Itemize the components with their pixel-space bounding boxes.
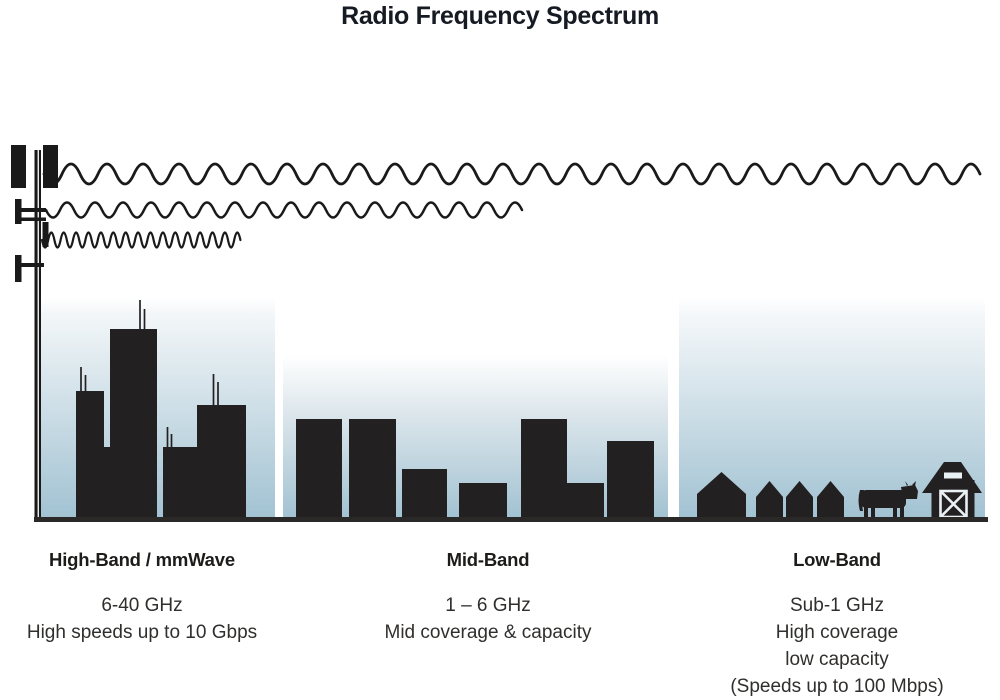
rural-scene [697,462,982,519]
low-band-wave-icon [42,162,982,186]
low-band-name: Low-Band [793,549,881,570]
mid-band-label: Mid-Band 1 – 6 GHz Mid coverage & capaci… [385,549,592,646]
low-band-label: Low-Band Sub-1 GHz High coverage low cap… [730,549,943,700]
tower-crossbar [16,217,46,221]
tower-side-antenna [42,222,49,247]
mid-band-description: Mid coverage & capacity [384,622,592,643]
tower-crossbar [16,263,44,267]
high-band-details: 6-40 GHz High speeds up to 10 Gbps [27,592,257,646]
mid-band-details: 1 – 6 GHz Mid coverage & capacity [385,592,592,646]
town-skyline-icon [296,419,654,518]
mid-band-panel [283,298,668,518]
ground-line [34,517,988,522]
house-icon [786,481,813,518]
high-band-wave-icon [40,231,242,249]
low-band-description: low capacity [785,649,889,670]
house-icon [697,472,746,518]
low-band-description: High coverage [775,622,899,643]
tower-side-antenna [15,199,22,224]
rooftop-antennas [80,300,219,447]
barn-icon [922,462,982,519]
radio-waves [40,162,982,249]
mid-band-wave-icon [44,201,524,219]
house-icon [756,481,783,518]
low-band-frequency: Sub-1 GHz [790,595,884,616]
high-band-frequency: 6-40 GHz [101,595,183,616]
cell-tower-icon [11,145,58,518]
mid-band-name: Mid-Band [446,549,530,570]
high-band-name: High-Band / mmWave [49,549,235,570]
tower-antenna-panel [43,145,58,188]
high-band-label: High-Band / mmWave 6-40 GHz High speeds … [27,549,257,646]
house-icon [817,481,844,518]
tower-side-antenna [15,255,22,282]
high-band-description: High speeds up to 10 Gbps [26,622,258,643]
low-band-details: Sub-1 GHz High coverage low capacity (Sp… [730,592,943,700]
city-skyline-icon [76,300,246,518]
mid-band-frequency: 1 – 6 GHz [445,595,531,616]
cow-icon [858,481,918,517]
tower-crossbar [16,208,46,212]
tower-antenna-panel [11,145,26,188]
low-band-speed: (Speeds up to 100 Mbps) [730,676,944,697]
page-title: Radio Frequency Spectrum [341,2,659,30]
